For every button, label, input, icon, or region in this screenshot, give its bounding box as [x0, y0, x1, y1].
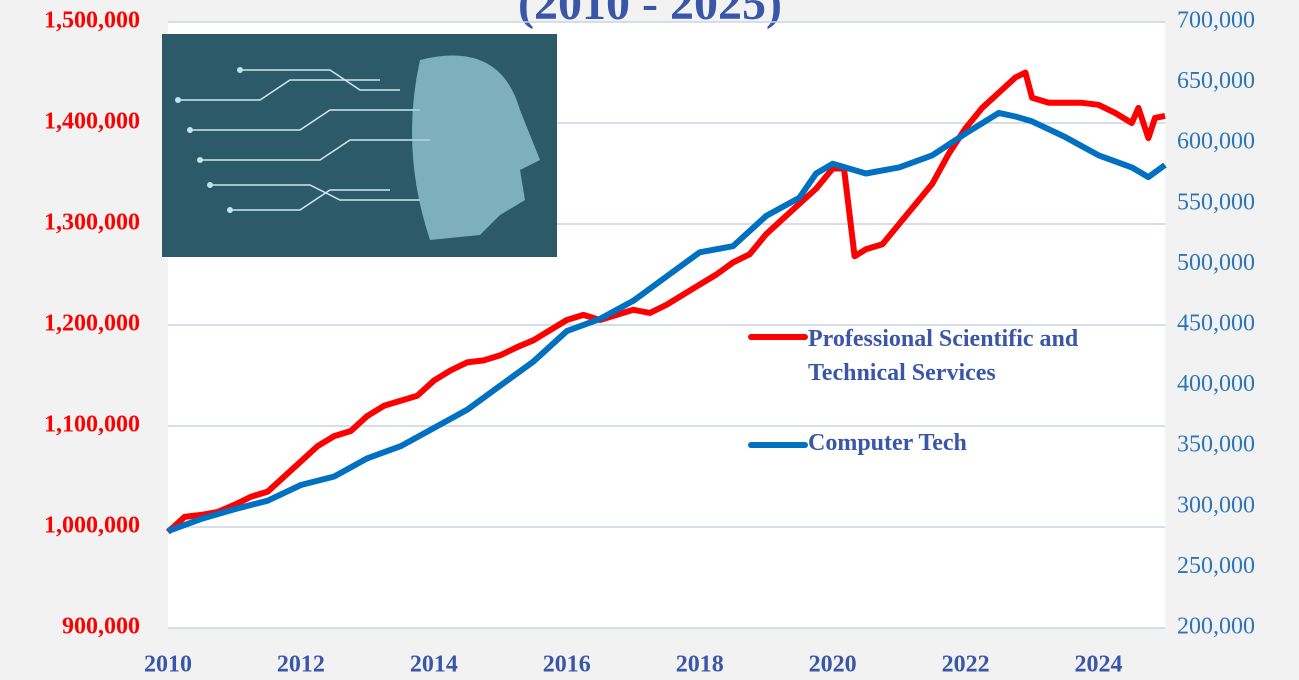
x-tick-label: 2022: [942, 652, 990, 678]
legend-item: Computer Tech: [748, 430, 967, 457]
y-tick-label: 1,500,000: [44, 8, 140, 34]
legend-item: Professional Scientific and Technical Se…: [748, 322, 1128, 390]
y2-tick-label: 350,000: [1177, 432, 1255, 458]
page: (2010 - 2025) 900,000 1,000,000 1,100,000 1…: [0, 0, 1299, 680]
x-tick-label: 2020: [809, 652, 857, 678]
x-tick-label: 2016: [543, 652, 591, 678]
x-tick-label: 2012: [277, 652, 325, 678]
x-tick-label: 2024: [1075, 652, 1123, 678]
y-tick-label: 1,300,000: [44, 210, 140, 236]
y-tick-label: 1,200,000: [44, 311, 140, 337]
y2-tick-label: 450,000: [1177, 311, 1255, 337]
legend-swatch: [748, 442, 808, 448]
chart-title: (2010 - 2025): [518, 0, 782, 30]
y2-tick-label: 200,000: [1177, 614, 1255, 640]
y-tick-label: 1,100,000: [44, 412, 140, 438]
inset-image: [162, 34, 557, 257]
y2-tick-label: 500,000: [1177, 250, 1255, 276]
y2-tick-label: 400,000: [1177, 371, 1255, 397]
x-tick-label: 2014: [410, 652, 458, 678]
y2-tick-label: 250,000: [1177, 553, 1255, 579]
x-tick-label: 2018: [676, 652, 724, 678]
y-tick-label: 1,400,000: [44, 109, 140, 135]
y2-tick-label: 650,000: [1177, 68, 1255, 94]
y2-tick-label: 700,000: [1177, 8, 1255, 34]
y2-tick-label: 300,000: [1177, 492, 1255, 518]
y-tick-label: 900,000: [62, 614, 140, 640]
x-tick-label: 2010: [144, 652, 192, 678]
y2-tick-label: 550,000: [1177, 189, 1255, 215]
legend-swatch: [748, 334, 808, 340]
legend-label: Computer Tech: [808, 430, 967, 457]
y2-tick-label: 600,000: [1177, 129, 1255, 155]
legend-label: Professional Scientific and Technical Se…: [808, 322, 1128, 390]
y-tick-label: 1,000,000: [44, 513, 140, 539]
